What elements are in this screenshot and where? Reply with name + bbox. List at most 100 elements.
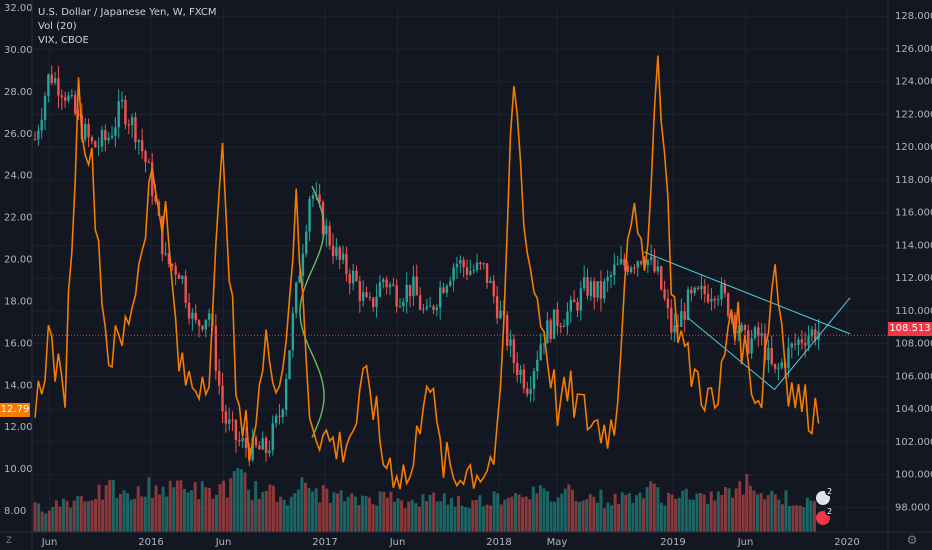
candle-body [586, 277, 589, 296]
candle-body [804, 342, 807, 346]
candle-body [562, 325, 566, 327]
x-tick-label: 2017 [312, 537, 337, 548]
legend-volume[interactable]: Vol (20) [38, 21, 77, 32]
volume-bar [546, 491, 550, 532]
volume-bar [318, 502, 322, 532]
candle-body [207, 313, 211, 320]
candle-body [773, 363, 777, 369]
volume-bar [392, 501, 396, 532]
volume-bar [232, 471, 236, 532]
candle-body [693, 287, 696, 294]
candle-body [201, 325, 204, 330]
volume-bar [755, 494, 759, 532]
y-tick-label-right: 104.000 [895, 404, 932, 415]
volume-bar [503, 499, 507, 532]
volume-bar [471, 500, 475, 532]
volume-bar [425, 501, 428, 532]
volume-bar [254, 481, 258, 532]
candle-body [161, 215, 164, 255]
volume-bar [809, 500, 813, 532]
candle-body [388, 284, 392, 288]
candle-body [311, 195, 315, 199]
volume-bar [453, 506, 457, 532]
candle-body [710, 298, 713, 302]
candle-body [489, 280, 492, 283]
volume-bar [417, 506, 421, 532]
volume-bar [474, 499, 478, 532]
volume-bar [54, 500, 58, 532]
volume-bar [382, 491, 386, 532]
candle-body [318, 194, 321, 203]
event-marker[interactable]: 2 [816, 507, 835, 525]
legend-symbol[interactable]: U.S. Dollar / Japanese Yen, W, FXCM [38, 7, 217, 18]
volume-bar [86, 501, 90, 532]
candle-body [743, 325, 747, 331]
volume-bar [264, 490, 268, 532]
volume-bar [328, 502, 332, 532]
volume-bar [780, 504, 784, 532]
candle-body [415, 276, 418, 296]
volume-bar [588, 494, 592, 532]
candle-body [124, 99, 127, 125]
candle-body [298, 275, 301, 283]
gear-icon[interactable]: ⚙ [906, 533, 918, 547]
volume-bar [385, 497, 389, 532]
candle-body [295, 282, 298, 314]
volume-bar [275, 501, 279, 532]
legend-vix[interactable]: VIX, CBOE [38, 35, 89, 46]
candle-body [154, 195, 157, 202]
volume-bar [186, 492, 190, 532]
candle-body [87, 123, 90, 138]
candle-body [797, 339, 800, 345]
candle-body [251, 437, 254, 461]
y-tick-label-right: 102.000 [895, 437, 932, 448]
volume-bar [150, 497, 154, 532]
volume-bar [353, 496, 357, 532]
volume-bar [489, 505, 493, 532]
volume-bar [51, 506, 55, 532]
y-tick-label-right: 110.000 [895, 306, 932, 317]
x-tick-label: 2018 [486, 537, 511, 548]
candle-body [418, 295, 422, 310]
volume-bar [257, 498, 261, 532]
candle-body [703, 285, 706, 294]
volume-bar [368, 497, 372, 532]
candle-body [234, 419, 238, 440]
y-tick-label-right: 106.000 [895, 371, 932, 382]
volume-bar [748, 485, 752, 532]
volume-bar [727, 488, 731, 532]
volume-bar [684, 488, 688, 532]
volume-bar [218, 484, 222, 532]
candle-body [770, 347, 773, 364]
volume-bar [190, 490, 194, 532]
candle-body [174, 265, 177, 275]
volume-bar [314, 488, 318, 532]
volume-bar [521, 497, 525, 532]
volume-bar [346, 496, 350, 532]
y-tick-label-left: 14.00 [4, 380, 33, 391]
candle-body [814, 329, 817, 341]
volume-bar [378, 491, 382, 532]
volume-bar [606, 502, 610, 532]
volume-bar [699, 492, 703, 532]
volume-bar [713, 500, 717, 532]
candle-body [499, 310, 502, 319]
candle-body [382, 279, 385, 283]
volume-bar [656, 487, 660, 532]
timezone-button[interactable]: Z [5, 536, 13, 546]
candle-body [40, 119, 43, 131]
event-marker[interactable]: 2 [816, 487, 835, 505]
y-tick-label-right: 126.000 [895, 44, 932, 55]
volume-bar [595, 502, 599, 532]
volume-bar [481, 506, 485, 532]
volume-bar [247, 489, 251, 532]
volume-bar [172, 487, 176, 532]
volume-bar [766, 495, 770, 532]
candle-body [147, 162, 151, 164]
candle-body [345, 253, 348, 274]
volume-bar [464, 507, 468, 532]
volume-bar [200, 481, 204, 532]
candle-body [422, 308, 425, 310]
volume-bar [510, 496, 514, 532]
